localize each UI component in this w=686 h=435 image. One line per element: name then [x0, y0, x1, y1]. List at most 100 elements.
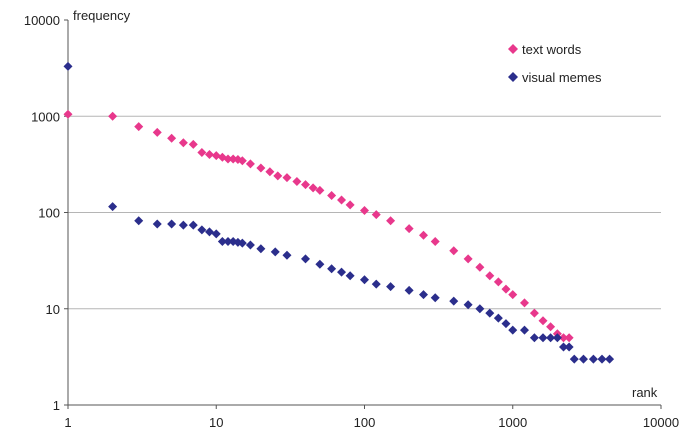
data-point-visual-memes: [529, 333, 539, 343]
data-point-text-words: [167, 133, 177, 143]
data-point-text-words: [493, 277, 503, 287]
x-axis-label: rank: [632, 385, 658, 400]
data-point-text-words: [386, 216, 396, 226]
legend: text words visual memes: [508, 42, 602, 85]
legend-marker-text-words: [508, 44, 518, 54]
data-point-visual-memes: [360, 275, 369, 285]
data-point-text-words: [188, 139, 198, 149]
data-point-visual-memes: [386, 282, 396, 292]
data-point-text-words: [418, 230, 428, 240]
x-tick-label: 1000: [498, 415, 527, 430]
data-point-text-words: [327, 191, 337, 201]
data-point-visual-memes: [418, 290, 428, 300]
data-point-visual-memes: [327, 264, 337, 274]
data-point-text-words: [559, 333, 569, 343]
data-point-text-words: [371, 210, 381, 220]
data-point-visual-memes: [552, 333, 562, 343]
data-point-visual-memes: [108, 202, 118, 212]
data-point-visual-memes: [337, 267, 347, 277]
y-tick-label: 10000: [24, 13, 60, 28]
data-point-text-words: [301, 180, 311, 190]
data-point-visual-memes: [188, 220, 198, 230]
data-point-text-words: [508, 290, 518, 300]
data-point-visual-memes: [282, 250, 292, 260]
data-point-text-words: [108, 111, 118, 121]
data-point-text-words: [256, 163, 266, 173]
data-point-visual-memes: [501, 319, 511, 329]
data-point-visual-memes: [475, 304, 485, 314]
data-point-text-words: [308, 183, 318, 193]
data-point-text-words: [245, 159, 255, 169]
data-point-text-words: [282, 173, 292, 183]
data-point-text-words: [63, 109, 73, 119]
data-point-visual-memes: [588, 354, 598, 364]
data-point-text-words: [292, 176, 302, 186]
series-visual-memes: [63, 61, 615, 364]
data-point-visual-memes: [301, 254, 311, 264]
data-point-visual-memes: [256, 244, 266, 254]
data-point-visual-memes: [463, 300, 473, 310]
y-tick-label: 10: [46, 302, 60, 317]
data-point-text-words: [485, 271, 495, 281]
legend-label-visual-memes: visual memes: [522, 70, 602, 85]
data-point-text-words: [223, 154, 233, 164]
data-point-visual-memes: [538, 333, 548, 343]
data-point-text-words: [501, 284, 511, 294]
data-point-visual-memes: [315, 259, 325, 269]
data-point-text-words: [564, 333, 574, 343]
data-point-text-words: [529, 308, 539, 318]
data-point-visual-memes: [204, 227, 214, 237]
data-point-visual-memes: [430, 293, 440, 303]
data-point-visual-memes: [371, 279, 381, 289]
data-point-text-words: [519, 298, 529, 308]
x-tick-label: 100: [354, 415, 376, 430]
y-tick-label: 1: [53, 398, 60, 413]
data-point-visual-memes: [211, 229, 221, 239]
data-point-visual-memes: [546, 333, 556, 343]
data-point-visual-memes: [197, 225, 207, 235]
data-point-visual-memes: [345, 271, 355, 281]
data-point-visual-memes: [152, 219, 162, 229]
data-point-visual-memes: [63, 61, 73, 71]
data-point-visual-memes: [578, 354, 588, 364]
x-tick-label: 10: [209, 415, 223, 430]
legend-marker-visual-memes: [508, 72, 518, 82]
series-text-words: [63, 109, 574, 343]
data-point-text-words: [178, 138, 188, 148]
data-point-visual-memes: [223, 236, 233, 246]
legend-item-visual-memes: visual memes: [508, 70, 602, 85]
legend-label-text-words: text words: [522, 42, 582, 57]
data-point-visual-memes: [519, 325, 529, 335]
data-point-visual-memes: [605, 354, 615, 364]
data-point-text-words: [273, 171, 283, 181]
y-tick-label: 1000: [31, 109, 60, 124]
data-point-visual-memes: [569, 354, 579, 364]
data-point-text-words: [197, 148, 207, 158]
data-point-text-words: [404, 224, 414, 234]
data-point-visual-memes: [493, 313, 503, 323]
data-point-text-words: [315, 185, 325, 195]
data-point-visual-memes: [597, 354, 607, 364]
data-point-visual-memes: [178, 220, 188, 230]
data-point-visual-memes: [134, 216, 144, 226]
data-point-text-words: [204, 150, 214, 160]
data-point-text-words: [430, 236, 440, 246]
data-point-text-words: [345, 200, 355, 210]
data-point-text-words: [463, 254, 473, 264]
data-point-text-words: [360, 205, 369, 215]
data-point-visual-memes: [270, 247, 280, 257]
data-point-visual-memes: [508, 325, 518, 335]
data-point-visual-memes: [404, 285, 414, 295]
data-point-visual-memes: [449, 296, 459, 306]
x-tick-labels: 1 10 100 1000 10000: [64, 405, 679, 430]
data-point-visual-memes: [237, 238, 247, 248]
series-layer: [63, 61, 615, 364]
data-point-text-words: [546, 322, 556, 332]
data-point-text-words: [265, 167, 275, 177]
data-point-text-words: [337, 195, 347, 205]
data-point-visual-memes: [559, 342, 569, 352]
data-point-visual-memes: [217, 236, 227, 246]
x-tick-label: 1: [64, 415, 71, 430]
data-point-visual-memes: [167, 219, 177, 229]
